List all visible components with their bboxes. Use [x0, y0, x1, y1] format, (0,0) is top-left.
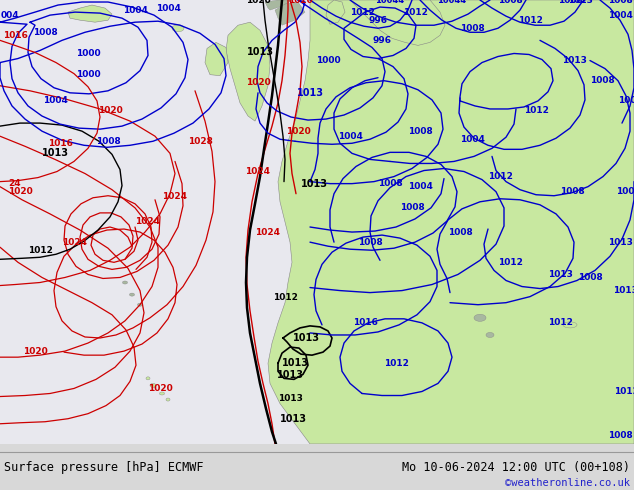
- Text: 1008: 1008: [607, 431, 632, 441]
- Ellipse shape: [166, 398, 170, 401]
- Text: 1004: 1004: [460, 135, 484, 144]
- Polygon shape: [205, 42, 228, 75]
- Text: 1004: 1004: [337, 132, 363, 141]
- Text: 1024: 1024: [63, 238, 87, 246]
- Text: 1012: 1012: [548, 318, 573, 327]
- Polygon shape: [265, 0, 292, 10]
- Text: 1013: 1013: [278, 394, 302, 403]
- Ellipse shape: [138, 303, 143, 306]
- Ellipse shape: [160, 392, 164, 395]
- Text: 1020: 1020: [98, 106, 122, 116]
- Text: Mo 10-06-2024 12:00 UTC (00+108): Mo 10-06-2024 12:00 UTC (00+108): [402, 462, 630, 474]
- Ellipse shape: [150, 383, 156, 388]
- Polygon shape: [268, 0, 634, 444]
- Text: 1008: 1008: [460, 24, 484, 33]
- Text: 1008: 1008: [96, 137, 120, 146]
- Text: 1008: 1008: [378, 179, 403, 188]
- Text: 1013: 1013: [281, 358, 309, 368]
- Ellipse shape: [122, 281, 127, 284]
- Polygon shape: [326, 0, 345, 24]
- Text: 1004: 1004: [155, 3, 181, 13]
- Text: 1013: 1013: [292, 333, 320, 343]
- Polygon shape: [226, 22, 270, 121]
- Text: 1008: 1008: [498, 0, 522, 4]
- Text: 1024: 1024: [136, 218, 160, 226]
- Text: 1013: 1013: [567, 0, 592, 4]
- Text: 1008: 1008: [558, 0, 583, 4]
- Text: 1012: 1012: [273, 293, 297, 302]
- Text: 004: 004: [1, 11, 19, 20]
- Text: 1008: 1008: [32, 28, 57, 37]
- Ellipse shape: [486, 332, 494, 338]
- Text: 1024: 1024: [256, 227, 280, 237]
- Ellipse shape: [146, 377, 150, 380]
- Text: 1020: 1020: [245, 0, 270, 4]
- Text: 1013: 1013: [276, 370, 304, 380]
- Polygon shape: [68, 5, 112, 22]
- Text: 1016: 1016: [3, 31, 27, 40]
- Text: 1004: 1004: [42, 97, 67, 105]
- Text: 1013: 1013: [301, 179, 328, 189]
- Text: 1008: 1008: [578, 273, 602, 282]
- Text: 1012: 1012: [614, 387, 634, 396]
- Text: 1013: 1013: [612, 286, 634, 295]
- Text: 1013: 1013: [548, 270, 573, 279]
- Text: ©weatheronline.co.uk: ©weatheronline.co.uk: [505, 478, 630, 488]
- Text: 1012: 1012: [349, 8, 375, 17]
- Text: 1004: 1004: [122, 5, 148, 15]
- Text: 1024: 1024: [162, 192, 188, 201]
- Text: 1016: 1016: [48, 139, 72, 148]
- Text: 1024: 1024: [245, 167, 271, 176]
- Ellipse shape: [129, 293, 134, 296]
- Text: 1013: 1013: [41, 148, 68, 158]
- Text: 1008: 1008: [358, 238, 382, 246]
- Text: 1028: 1028: [188, 137, 212, 146]
- Text: 1008: 1008: [590, 76, 614, 85]
- Polygon shape: [275, 2, 305, 25]
- Text: 1008: 1008: [616, 187, 634, 196]
- Text: 1000: 1000: [316, 56, 340, 65]
- Text: 1020: 1020: [23, 346, 48, 356]
- Text: 996: 996: [368, 16, 387, 24]
- Text: 1012: 1012: [384, 359, 408, 368]
- Text: 1012: 1012: [524, 106, 548, 116]
- Text: 1004: 1004: [408, 182, 432, 191]
- Text: 1012: 1012: [488, 172, 512, 181]
- Text: 1008: 1008: [399, 203, 424, 212]
- Text: 1012: 1012: [498, 258, 522, 267]
- Ellipse shape: [563, 322, 577, 328]
- Text: 996: 996: [373, 36, 392, 45]
- Text: 1020: 1020: [8, 187, 32, 196]
- Text: 1020: 1020: [148, 384, 172, 393]
- Text: 1008: 1008: [408, 126, 432, 136]
- Text: 1016: 1016: [353, 318, 377, 327]
- Text: 1012: 1012: [403, 8, 427, 17]
- Text: 1013: 1013: [280, 414, 306, 424]
- Text: 1004: 1004: [607, 11, 633, 20]
- Text: 1008: 1008: [618, 97, 634, 105]
- Text: 1008: 1008: [448, 227, 472, 237]
- Text: 24: 24: [9, 179, 22, 188]
- Text: 1013: 1013: [562, 56, 586, 65]
- Polygon shape: [350, 0, 445, 46]
- Text: 1013: 1013: [607, 238, 633, 246]
- Text: 1020: 1020: [245, 78, 270, 87]
- Ellipse shape: [172, 24, 184, 32]
- Text: 1020: 1020: [286, 126, 311, 136]
- Text: 1012: 1012: [517, 16, 543, 24]
- Text: 1008: 1008: [607, 0, 632, 4]
- Text: 1013: 1013: [247, 48, 273, 57]
- Text: 1000: 1000: [75, 49, 100, 58]
- Text: 1008: 1008: [560, 187, 585, 196]
- Text: 1020: 1020: [288, 0, 313, 4]
- Text: 10044: 10044: [437, 0, 467, 4]
- Text: 1013: 1013: [297, 88, 323, 98]
- Text: 10044: 10044: [375, 0, 404, 4]
- Ellipse shape: [474, 314, 486, 321]
- Text: Surface pressure [hPa] ECMWF: Surface pressure [hPa] ECMWF: [4, 462, 204, 474]
- Text: 1012: 1012: [27, 245, 53, 255]
- Text: 1000: 1000: [75, 70, 100, 79]
